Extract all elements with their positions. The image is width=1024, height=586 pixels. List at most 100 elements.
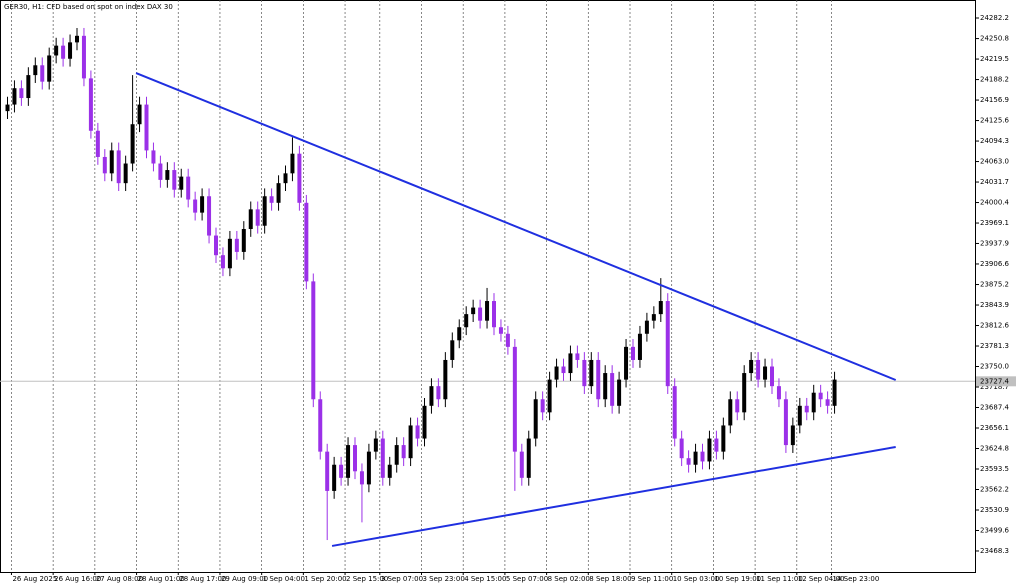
candle-body — [220, 255, 225, 269]
candle-body — [603, 373, 608, 400]
x-tick-label: 3 Sep 23:00 — [423, 575, 465, 583]
candle-body — [227, 238, 232, 269]
y-tick-label: 23687.4 — [980, 404, 1009, 412]
candle-body — [686, 458, 691, 465]
candle-body — [498, 327, 503, 334]
candle-body — [248, 209, 253, 229]
candle-body — [19, 88, 24, 99]
candle-body — [519, 451, 524, 478]
y-tick-label: 24000.4 — [980, 199, 1009, 207]
y-tick-label: 24063.0 — [980, 158, 1009, 166]
candle-body — [610, 373, 615, 406]
candle-body — [505, 333, 510, 347]
x-tick-label: 2 Sep 15:00 — [346, 575, 388, 583]
candle-body — [130, 124, 135, 164]
candle-body — [575, 353, 580, 360]
candle-body — [485, 301, 490, 321]
candle-body — [679, 438, 684, 459]
y-tick-label: 23875.2 — [980, 281, 1009, 289]
y-tick-label: 23624.8 — [980, 444, 1009, 452]
y-tick-label: 23750.0 — [980, 363, 1009, 371]
candle-body — [359, 471, 364, 485]
candle-body — [88, 78, 93, 131]
candle-body — [589, 359, 594, 387]
candle-body — [783, 399, 788, 446]
y-tick-label: 23781.3 — [980, 342, 1009, 350]
candle-body — [186, 176, 191, 200]
candle-body — [109, 150, 114, 174]
candle-body — [207, 196, 212, 236]
candle-body — [464, 314, 469, 328]
candle-body — [471, 307, 476, 315]
candle-body — [241, 228, 246, 252]
x-tick-label: 28 Aug 17:00 — [179, 575, 226, 583]
candle-body — [568, 353, 573, 374]
candle-body — [95, 130, 100, 157]
candle-body — [47, 55, 52, 82]
candle-body — [172, 170, 177, 190]
candle-body — [179, 176, 184, 190]
candle-body — [283, 173, 288, 184]
chart-title: GER30, H1: CFD based on spot on index DA… — [4, 3, 173, 11]
candle-body — [478, 307, 483, 321]
x-tick-label: 29 Aug 09:00 — [221, 575, 268, 583]
candle-body — [158, 163, 163, 180]
candle-body — [665, 301, 670, 387]
candle-body — [735, 399, 740, 413]
candle-body — [651, 314, 656, 321]
candle-body — [401, 445, 406, 459]
candle-body — [693, 451, 698, 465]
x-tick-label: 9 Sep 11:00 — [631, 575, 673, 583]
candle-body — [200, 196, 205, 213]
x-tick-label: 14 Sep 23:00 — [833, 575, 880, 583]
candle-body — [332, 464, 337, 491]
candle-body — [81, 35, 86, 79]
y-tick-label: 23656.1 — [980, 424, 1009, 432]
y-tick-label: 24125.6 — [980, 117, 1009, 125]
candle-body — [492, 301, 496, 328]
candle-body — [790, 425, 795, 446]
trendline — [135, 72, 897, 381]
y-tick-label: 23937.9 — [980, 239, 1009, 247]
y-tick-label: 24094.3 — [980, 137, 1009, 145]
candle-body — [193, 199, 198, 213]
x-tick-label: 28 Aug 01:00 — [138, 575, 185, 583]
candle-body — [672, 386, 677, 439]
candle-body — [818, 392, 823, 400]
candle-body — [763, 366, 768, 380]
candle-body — [436, 386, 441, 400]
candle-body — [540, 399, 545, 413]
candle-body — [533, 399, 538, 439]
candle-body — [26, 75, 31, 99]
candle-body — [700, 451, 705, 462]
y-tick-label: 23468.3 — [980, 547, 1009, 555]
candle-body — [408, 425, 413, 459]
candle-body — [214, 235, 218, 256]
y-tick-label: 24219.5 — [980, 55, 1009, 63]
candle-body — [811, 392, 816, 413]
plot-frame — [0, 0, 976, 573]
candle-body — [749, 359, 754, 374]
candle-body — [366, 451, 371, 485]
x-tick-label: 5 Sep 07:00 — [506, 575, 548, 583]
x-tick-label: 1 Sep 20:00 — [304, 575, 346, 583]
candle-body — [429, 386, 434, 406]
candle-body — [637, 333, 642, 360]
x-tick-label: 27 Aug 08:00 — [96, 575, 143, 583]
candle-body — [151, 150, 156, 164]
y-tick-label: 24031.7 — [980, 178, 1009, 186]
candle-body — [262, 196, 267, 226]
candle-body — [526, 438, 531, 478]
y-tick-label: 24188.2 — [980, 76, 1009, 84]
candle-body — [825, 399, 830, 406]
candle-body — [311, 281, 316, 400]
candle-body — [33, 65, 38, 76]
y-tick-label: 23530.9 — [980, 506, 1009, 514]
candle-body — [318, 399, 323, 452]
candle-body — [707, 438, 712, 462]
x-tick-label: 3 Sep 07:00 — [381, 575, 423, 583]
x-tick-label: 11 Sep 11:00 — [756, 575, 803, 583]
candle-body — [353, 445, 357, 472]
candle-body — [123, 163, 128, 184]
